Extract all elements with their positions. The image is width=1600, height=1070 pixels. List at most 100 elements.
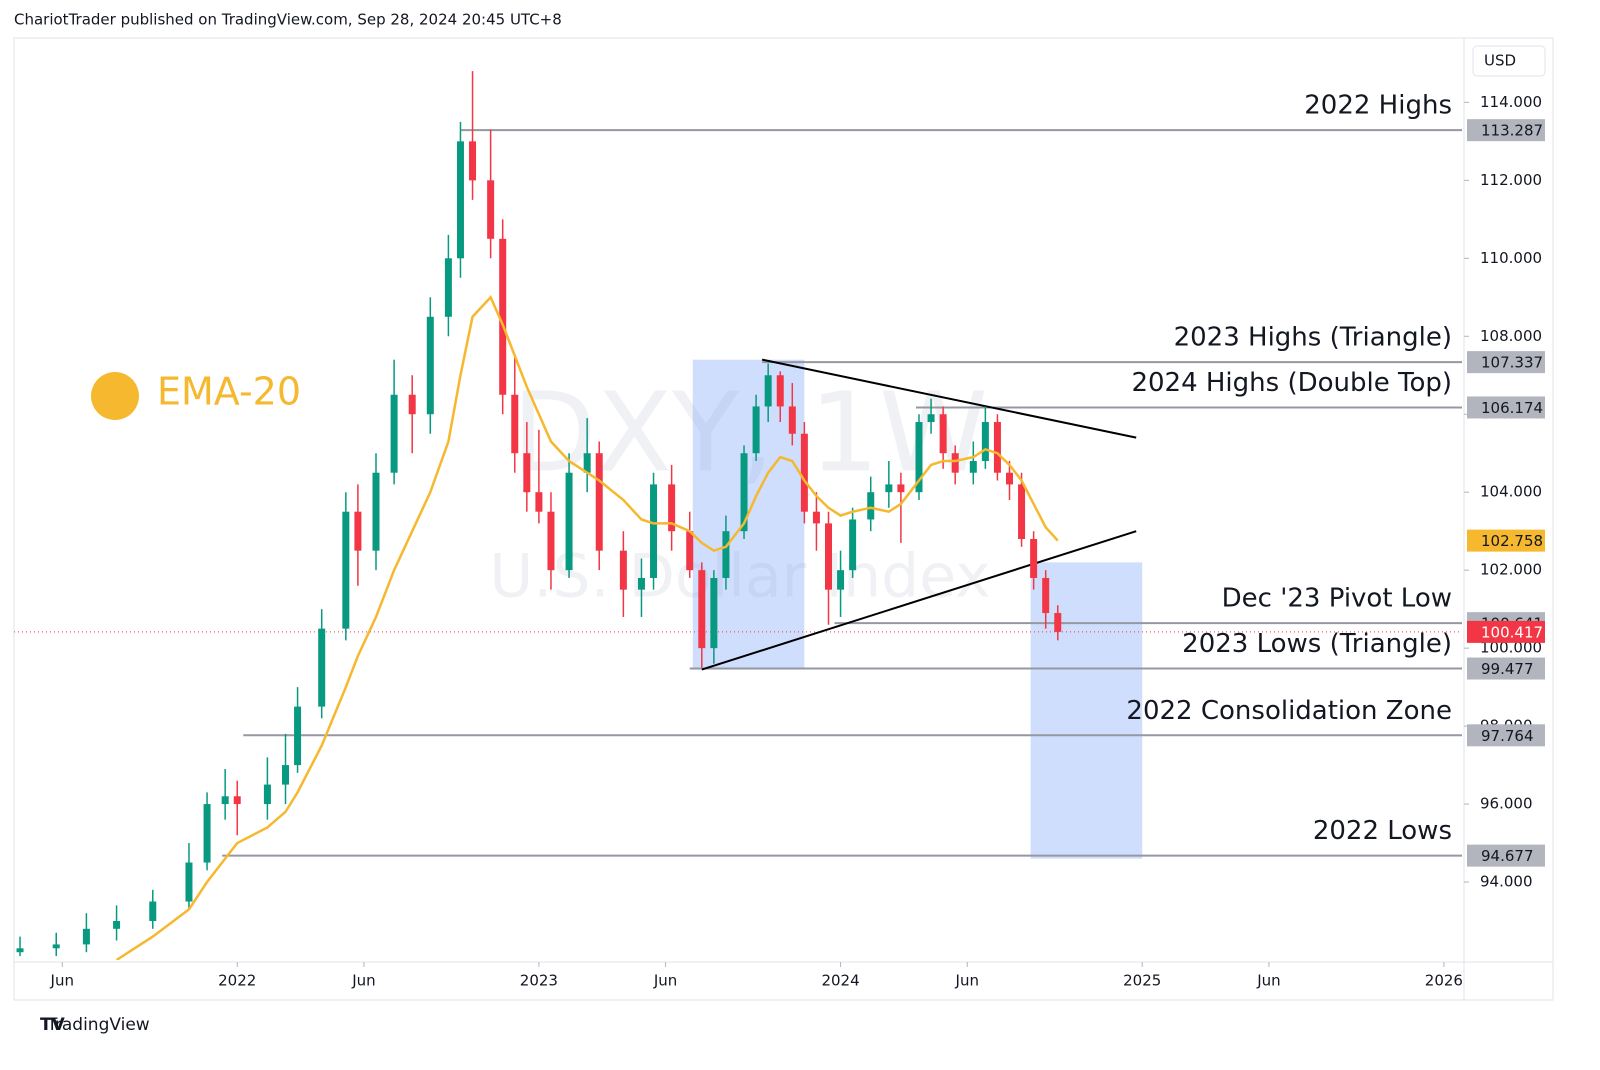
candle-body bbox=[1006, 472, 1013, 485]
x-tick-label: 2024 bbox=[821, 972, 859, 990]
candle-body bbox=[487, 180, 495, 239]
ema-price: 102.758 bbox=[1481, 532, 1543, 550]
x-tick-label: 2025 bbox=[1123, 972, 1161, 990]
candle-body bbox=[535, 492, 543, 512]
candle-body bbox=[740, 453, 748, 532]
candle-body bbox=[885, 484, 893, 493]
ema-line bbox=[115, 295, 1059, 960]
candle-body bbox=[837, 570, 845, 590]
candle-body bbox=[263, 784, 271, 805]
candle-body bbox=[565, 472, 573, 571]
level-label: 2022 Consolidation Zone bbox=[1126, 696, 1452, 726]
candle-body bbox=[595, 453, 603, 551]
candle-body bbox=[583, 453, 591, 473]
candle-body bbox=[469, 141, 477, 181]
y-tick-label: 94.000 bbox=[1480, 873, 1533, 891]
plot bbox=[14, 71, 1462, 960]
candle-body bbox=[927, 414, 935, 423]
candle-body bbox=[867, 492, 875, 520]
y-tick-label: 108.000 bbox=[1480, 327, 1542, 345]
x-tick-label: Jun bbox=[1256, 972, 1280, 990]
watermark-name: U.S. Dollar Index bbox=[489, 542, 990, 612]
level-label: 2022 Highs bbox=[1304, 91, 1452, 121]
x-tick-label: Jun bbox=[50, 972, 74, 990]
candle-body bbox=[800, 433, 808, 512]
candle-body bbox=[686, 531, 694, 571]
candle-body bbox=[52, 944, 60, 949]
frame bbox=[13, 37, 1554, 1001]
candle-body bbox=[915, 422, 923, 493]
level-price-tag bbox=[1467, 351, 1545, 374]
x-tick-label: Jun bbox=[955, 972, 979, 990]
candle-body bbox=[113, 921, 121, 929]
footer-brand: TradingView bbox=[46, 1015, 150, 1035]
candle-body bbox=[354, 511, 362, 551]
candle-body bbox=[16, 948, 24, 953]
level-price: 99.477 bbox=[1481, 660, 1534, 678]
level-label: 2022 Lows bbox=[1313, 816, 1452, 846]
trendline bbox=[761, 358, 1137, 439]
level-price: 106.174 bbox=[1481, 399, 1543, 417]
candle-body bbox=[282, 765, 289, 785]
candle-body bbox=[764, 375, 772, 407]
candle-body bbox=[372, 472, 380, 551]
candle-body bbox=[408, 394, 416, 415]
range-box bbox=[1030, 562, 1143, 859]
level-label: 2023 Highs (Triangle) bbox=[1174, 323, 1452, 353]
candle-body bbox=[294, 706, 302, 766]
x-tick-label: 2026 bbox=[1425, 972, 1463, 990]
candle-body bbox=[511, 394, 519, 454]
level-price: 107.337 bbox=[1481, 354, 1543, 372]
level-label: 2023 Lows (Triangle) bbox=[1182, 629, 1452, 659]
level-label: 2024 Highs (Double Top) bbox=[1131, 368, 1452, 398]
y-tick-label: 114.000 bbox=[1480, 93, 1542, 111]
candle-body bbox=[499, 238, 507, 395]
last-price: 100.417 bbox=[1481, 623, 1543, 641]
candle-body bbox=[722, 531, 730, 578]
logo: TV bbox=[40, 1015, 66, 1035]
level-price: 94.677 bbox=[1481, 847, 1534, 865]
x-tick-label: 2022 bbox=[218, 972, 256, 990]
trendline bbox=[701, 530, 1137, 671]
y-tick-label: 112.000 bbox=[1480, 171, 1542, 189]
candle-body bbox=[342, 511, 350, 629]
candle-body bbox=[221, 796, 229, 805]
candle-body bbox=[897, 484, 905, 493]
candle-body bbox=[668, 484, 676, 532]
level-price-tag bbox=[1467, 844, 1545, 867]
y-tick-label: 104.000 bbox=[1480, 483, 1542, 501]
candle-body bbox=[426, 316, 434, 415]
level-label: Dec '23 Pivot Low bbox=[1222, 584, 1452, 614]
candle-body bbox=[547, 511, 555, 571]
candle-body bbox=[203, 804, 211, 863]
candle-body bbox=[825, 523, 832, 590]
x-tick-label: 2023 bbox=[520, 972, 558, 990]
candle-body bbox=[1054, 613, 1062, 632]
currency-box[interactable] bbox=[1472, 45, 1546, 77]
candle-body bbox=[444, 258, 452, 317]
level-price-tag bbox=[1467, 396, 1545, 419]
legend-label: EMA-20 bbox=[157, 370, 301, 414]
candle-body bbox=[149, 901, 157, 922]
y-tick-label: 96.000 bbox=[1480, 795, 1533, 813]
candle-body bbox=[969, 461, 977, 473]
candle-body bbox=[318, 628, 326, 707]
level-price-tag bbox=[1467, 657, 1545, 680]
level-price-tag bbox=[1467, 119, 1545, 142]
x-tick-label: Jun bbox=[653, 972, 677, 990]
candle-body bbox=[1018, 484, 1026, 539]
candle-body bbox=[981, 422, 989, 462]
candle-body bbox=[710, 577, 718, 649]
candle-body bbox=[82, 928, 90, 945]
candle-body bbox=[752, 406, 760, 454]
candle-body bbox=[788, 406, 796, 434]
candle-body bbox=[390, 394, 398, 473]
candle-body bbox=[619, 550, 627, 590]
currency: USD bbox=[1484, 52, 1516, 70]
level-price: 113.287 bbox=[1481, 122, 1543, 140]
y-tick-label: 102.000 bbox=[1480, 561, 1542, 579]
last-price-tag bbox=[1467, 620, 1545, 643]
candle-body bbox=[698, 570, 706, 649]
candle-body bbox=[812, 511, 820, 524]
